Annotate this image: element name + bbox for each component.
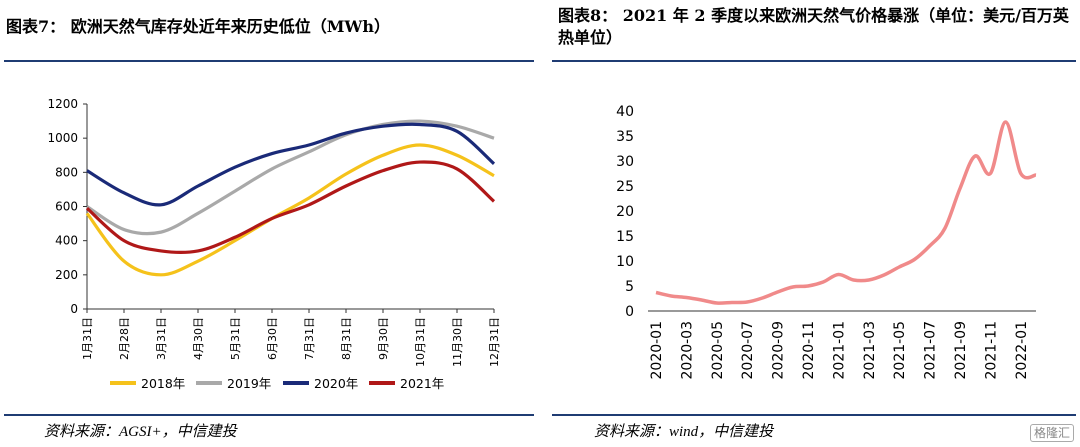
left-source-note: 资料来源：AGSI+，中信建投 bbox=[44, 424, 237, 440]
right-x-tick-label: 2020-07 bbox=[740, 321, 756, 380]
right-y-tick-label: 10 bbox=[616, 254, 634, 270]
left-y-tick-label: 800 bbox=[55, 165, 78, 179]
right-y-tick-label: 35 bbox=[616, 129, 634, 145]
right-y-tick-label: 40 bbox=[616, 104, 634, 120]
left-legend-label: 2019年 bbox=[227, 376, 271, 391]
left-x-tick-label: 7月31日 bbox=[303, 317, 316, 360]
left-x-tick-label: 11月30日 bbox=[451, 317, 464, 367]
right-chart-title: 图表8： 2021 年 2 季度以来欧洲天然气价格暴涨（单位：美元/百万英热单位… bbox=[558, 6, 1069, 47]
right-series-line bbox=[655, 120, 1037, 305]
top-rule-left bbox=[4, 60, 534, 62]
right-y-tick-label: 20 bbox=[616, 204, 634, 220]
bottom-rule-left bbox=[4, 414, 534, 416]
right-x-tick-label: 2020-05 bbox=[710, 321, 726, 380]
right-x-tick-label: 2021-09 bbox=[953, 321, 969, 380]
left-legend-label: 2020年 bbox=[314, 376, 358, 391]
left-series-line bbox=[86, 119, 495, 236]
left-y-tick-label: 200 bbox=[55, 268, 78, 282]
right-x-tick-label: 2021-07 bbox=[923, 321, 939, 380]
left-y-tick-label: 1200 bbox=[47, 97, 78, 111]
left-series-line bbox=[85, 143, 495, 277]
left-x-tick-label: 5月31日 bbox=[229, 317, 242, 360]
right-x-tick-label: 2020-01 bbox=[649, 321, 665, 380]
right-x-tick-label: 2021-01 bbox=[831, 321, 847, 380]
left-y-tick-label: 1000 bbox=[47, 131, 78, 145]
left-x-tick-label: 3月31日 bbox=[155, 317, 168, 360]
right-x-tick-label: 2021-05 bbox=[892, 321, 908, 380]
top-rule-right bbox=[552, 60, 1076, 62]
left-legend-label: 2021年 bbox=[400, 376, 444, 391]
right-y-tick-label: 30 bbox=[616, 154, 634, 170]
watermark-logo: 格隆汇 bbox=[1029, 424, 1074, 442]
left-x-tick-label: 12月31日 bbox=[488, 317, 501, 367]
bottom-rule-right bbox=[552, 414, 1076, 416]
right-source-note: 资料来源：wind，中信建投 bbox=[594, 424, 774, 440]
left-chart-title: 图表7： 欧洲天然气库存处近年来历史低位（MWh） bbox=[6, 17, 391, 36]
left-x-tick-label: 9月30日 bbox=[377, 317, 390, 360]
right-y-tick-label: 25 bbox=[616, 179, 634, 195]
right-x-tick-label: 2021-11 bbox=[983, 321, 999, 380]
left-x-tick-label: 4月30日 bbox=[192, 317, 205, 360]
left-x-tick-label: 10月31日 bbox=[414, 317, 427, 367]
left-x-tick-label: 1月31日 bbox=[81, 317, 94, 360]
right-y-tick-label: 0 bbox=[625, 304, 634, 320]
right-x-tick-label: 2020-11 bbox=[801, 321, 817, 380]
left-legend-label: 2018年 bbox=[141, 376, 185, 391]
right-x-tick-label: 2020-03 bbox=[679, 321, 695, 380]
right-x-tick-label: 2020-09 bbox=[771, 321, 787, 380]
left-series-line bbox=[86, 122, 496, 207]
right-x-tick-label: 2022-01 bbox=[1014, 321, 1030, 380]
left-x-tick-label: 2月28日 bbox=[118, 317, 131, 360]
left-y-tick-label: 600 bbox=[55, 200, 78, 214]
right-y-tick-label: 5 bbox=[625, 279, 634, 295]
right-x-tick-label: 2021-03 bbox=[862, 321, 878, 380]
left-x-tick-label: 8月31日 bbox=[340, 317, 353, 360]
right-y-tick-label: 15 bbox=[616, 229, 634, 245]
left-series-line bbox=[85, 160, 496, 255]
left-x-tick-label: 6月30日 bbox=[266, 317, 279, 360]
left-y-tick-label: 400 bbox=[55, 234, 78, 248]
left-y-tick-label: 0 bbox=[70, 302, 78, 316]
